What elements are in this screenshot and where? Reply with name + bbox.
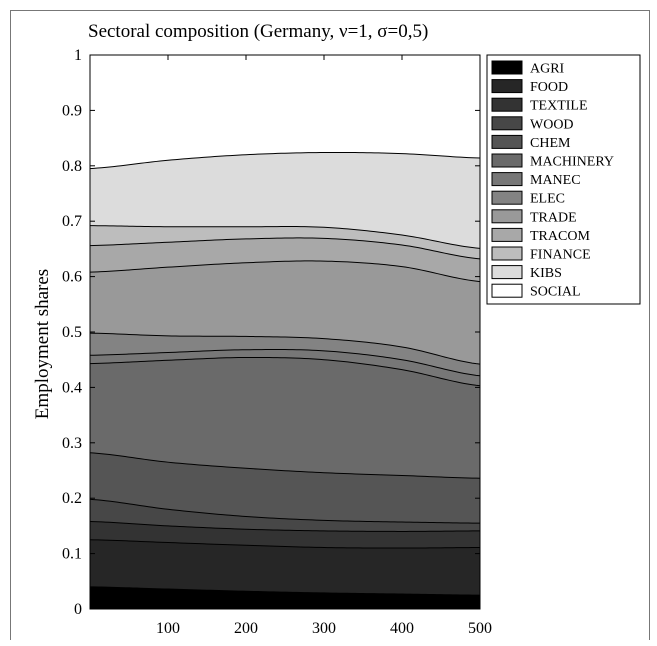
legend-swatch-food bbox=[491, 79, 523, 94]
y-tick-label: 0.6 bbox=[62, 269, 82, 286]
figure-frame bbox=[10, 10, 650, 640]
x-axis: 100 200 300 400 500 bbox=[156, 55, 492, 637]
boundary-tracom bbox=[89, 237, 481, 260]
legend-label-tracom: TRACOM bbox=[530, 229, 590, 244]
boundary-kibs bbox=[89, 151, 481, 170]
legend-label-trade: TRADE bbox=[530, 210, 577, 225]
y-tick-label: 1 bbox=[74, 47, 82, 64]
legend-swatch-finance bbox=[491, 246, 523, 261]
boundary-textile bbox=[89, 520, 481, 532]
legend-swatch-wood bbox=[491, 116, 523, 131]
legend-label-wood: WOOD bbox=[530, 117, 574, 132]
area-machinery bbox=[90, 357, 480, 479]
x-tick-label: 400 bbox=[390, 620, 414, 637]
x-tick-label: 500 bbox=[468, 620, 492, 637]
area-finance bbox=[90, 225, 480, 259]
area-social bbox=[90, 55, 480, 169]
legend-label-agri: AGRI bbox=[530, 62, 565, 77]
y-tick-label: 0.4 bbox=[62, 379, 82, 396]
legend-label-kibs: KIBS bbox=[530, 266, 562, 281]
legend-label-elec: ELEC bbox=[530, 192, 565, 207]
boundary-agri bbox=[89, 586, 481, 596]
legend: AGRI FOOD TEXTILE WOOD CHEM MACHINERY MANEC ELE… bbox=[486, 54, 641, 305]
area-food bbox=[90, 539, 480, 596]
y-tick-label: 0.5 bbox=[62, 324, 82, 341]
y-tick-label: 0.9 bbox=[62, 102, 82, 119]
area-kibs bbox=[90, 152, 480, 249]
boundary-chem bbox=[89, 452, 481, 479]
y-tick-label: 0.3 bbox=[62, 435, 82, 452]
boundary-trade bbox=[89, 260, 481, 283]
y-tick-label: 0 bbox=[74, 601, 82, 618]
x-tick-label: 300 bbox=[312, 620, 336, 637]
boundary-food bbox=[89, 539, 481, 549]
legend-swatch-elec bbox=[491, 190, 523, 205]
area-elec bbox=[90, 333, 480, 376]
area-wood bbox=[90, 499, 480, 532]
legend-swatch-social bbox=[491, 283, 523, 298]
legend-swatch-textile bbox=[491, 97, 523, 112]
boundary-machinery bbox=[89, 356, 481, 387]
legend-swatch-machinery bbox=[491, 153, 523, 168]
x-tick-label: 200 bbox=[234, 620, 258, 637]
boundary-elec bbox=[89, 332, 481, 365]
area-tracom bbox=[90, 237, 480, 282]
y-tick-label: 0.7 bbox=[62, 213, 82, 230]
y-tick-label: 0.2 bbox=[62, 490, 82, 507]
boundary-lines bbox=[89, 151, 481, 596]
area-textile bbox=[90, 521, 480, 549]
area-chem bbox=[90, 452, 480, 524]
legend-swatch-tracom bbox=[491, 227, 523, 242]
area-trade bbox=[90, 260, 480, 365]
legend-swatch-manec bbox=[491, 172, 523, 187]
area-manec bbox=[90, 349, 480, 386]
legend-label-machinery: MACHINERY bbox=[530, 155, 614, 170]
area-layers bbox=[90, 55, 480, 609]
legend-label-textile: TEXTILE bbox=[530, 99, 588, 114]
legend-label-food: FOOD bbox=[530, 80, 568, 95]
legend-label-chem: CHEM bbox=[530, 136, 571, 151]
legend-swatch-agri bbox=[491, 60, 523, 75]
boundary-manec bbox=[89, 349, 481, 377]
x-tick-label: 100 bbox=[156, 620, 180, 637]
legend-label-finance: FINANCE bbox=[530, 248, 591, 263]
area-agri bbox=[90, 586, 480, 609]
legend-swatch-kibs bbox=[491, 265, 523, 280]
chart-title: Sectoral composition (Germany, ν=1, σ=0,… bbox=[88, 21, 428, 42]
y-axis: 0 0.1 0.2 0.3 0.4 0.5 0.6 0.7 0.8 0.9 1 bbox=[62, 47, 480, 618]
legend-label-social: SOCIAL bbox=[530, 285, 581, 300]
legend-label-manec: MANEC bbox=[530, 173, 581, 188]
y-tick-label: 0.1 bbox=[62, 546, 82, 563]
boundary-finance bbox=[89, 225, 481, 249]
boundary-wood bbox=[89, 498, 481, 524]
legend-swatch-trade bbox=[491, 209, 523, 224]
legend-swatch-chem bbox=[491, 134, 523, 149]
y-tick-label: 0.8 bbox=[62, 158, 82, 175]
y-axis-label: Employment shares bbox=[32, 269, 53, 419]
